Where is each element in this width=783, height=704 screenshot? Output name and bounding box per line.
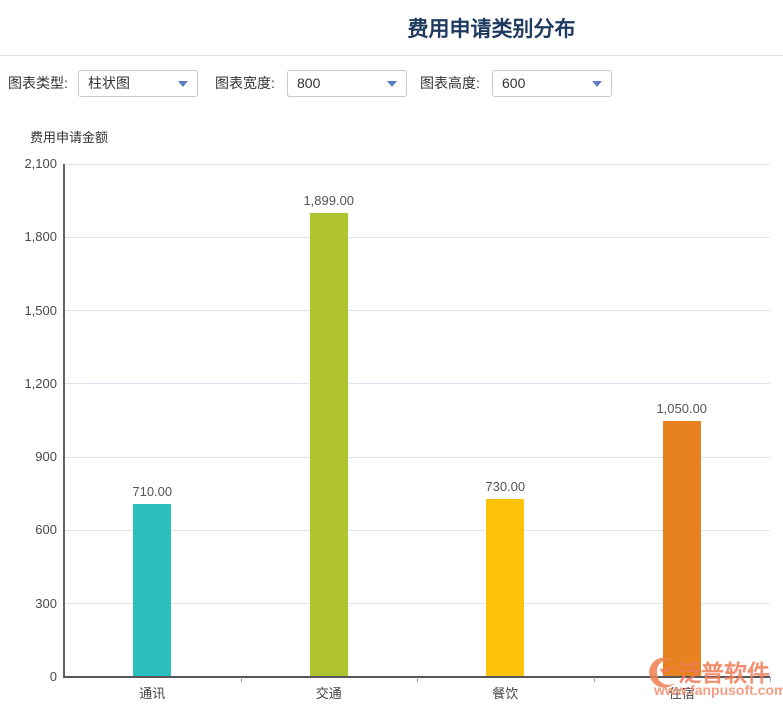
y-axis-tick-label: 600 (35, 522, 57, 538)
chart-options-toolbar: 图表类型: 柱状图 图表宽度: 800 图表高度: 600 (0, 70, 783, 98)
x-axis-tick (770, 677, 771, 682)
chart-height-label: 图表高度: (420, 75, 480, 91)
chart-width-select[interactable]: 800 (287, 70, 407, 97)
x-axis-category-label: 餐饮 (492, 686, 519, 701)
y-axis-tick-label: 900 (35, 449, 57, 465)
y-axis-tick-label: 2,100 (24, 156, 57, 171)
bar-通讯[interactable] (133, 503, 172, 676)
y-axis-tick-label: 0 (49, 669, 57, 684)
y-axis-title: 费用申请金额 (30, 130, 109, 145)
watermark-brand: 泛普软件 (678, 660, 770, 686)
fanpusoft-logo-icon (649, 657, 677, 688)
bar-住宿[interactable] (662, 420, 701, 676)
y-axis-line (63, 164, 65, 677)
gridline (64, 310, 770, 312)
bar-value-label: 1,050.00 (656, 400, 708, 416)
chevron-down-icon (592, 81, 602, 87)
gridline (64, 529, 770, 531)
chart-height-value: 600 (502, 75, 526, 91)
gridline (64, 603, 770, 605)
x-axis-category-label: 住宿 (668, 686, 695, 701)
x-axis-tick (240, 677, 242, 682)
chart-type-value: 柱状图 (88, 75, 130, 91)
chevron-down-icon (387, 81, 397, 87)
chevron-down-icon (178, 81, 188, 87)
x-axis-category-label: 通讯 (139, 686, 166, 701)
header-divider (0, 55, 783, 56)
chart-type-select[interactable]: 柱状图 (78, 70, 198, 97)
y-axis-tick-label: 300 (35, 595, 57, 611)
chart-height-select[interactable]: 600 (492, 70, 612, 97)
gridline (64, 383, 770, 385)
x-axis-tick (417, 677, 418, 682)
y-axis-tick-label: 1,800 (24, 229, 57, 245)
bar-value-label: 1,899.00 (303, 193, 355, 209)
bar-value-label: 710.00 (132, 483, 173, 499)
watermark-url: www.fanpusoft.com (654, 682, 783, 698)
bar-value-label: 730.00 (485, 478, 526, 494)
y-axis-tick-label: 1,500 (24, 302, 57, 318)
bar-交通[interactable] (309, 213, 348, 676)
watermark: 泛普软件 www.fanpusoft.com (644, 653, 783, 701)
x-axis-line (63, 676, 770, 678)
y-axis-tick-label: 1,200 (24, 375, 57, 391)
chart-type-label: 图表类型: (8, 75, 68, 91)
gridline (64, 236, 770, 238)
x-axis-category-label: 交通 (315, 686, 342, 701)
x-axis-tick (593, 677, 595, 682)
gridline (64, 163, 770, 165)
page-title: 费用申请类别分布 (407, 18, 576, 41)
chart-width-value: 800 (297, 75, 321, 91)
gridline (64, 456, 770, 458)
chart-width-label: 图表宽度: (215, 75, 275, 91)
bar-餐饮[interactable] (486, 498, 525, 676)
